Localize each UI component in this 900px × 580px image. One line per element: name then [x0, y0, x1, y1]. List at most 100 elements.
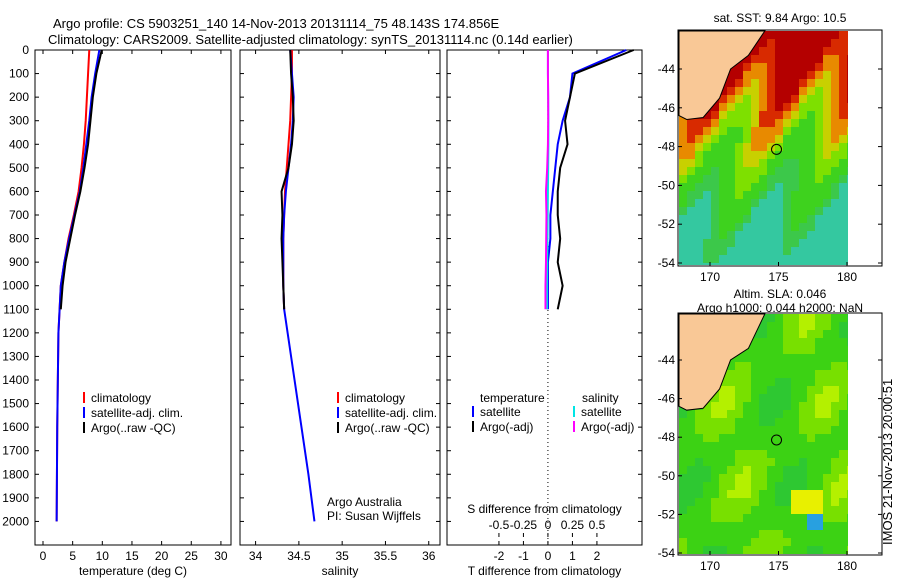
- map-pixel: [687, 263, 695, 265]
- map-pixel: [743, 346, 751, 354]
- map-pixel: [719, 167, 727, 175]
- map-pixel: [799, 522, 807, 530]
- map-pixel: [687, 239, 695, 247]
- map-pixel: [767, 55, 775, 63]
- map-pixel: [783, 47, 791, 55]
- map-pixel: [679, 498, 687, 506]
- map-pixel: [767, 127, 775, 135]
- map-pixel: [719, 103, 727, 111]
- map-pixel: [791, 207, 799, 215]
- map-pixel: [727, 95, 735, 103]
- map-pixel: [719, 482, 727, 490]
- map-pixel: [759, 111, 767, 119]
- map-pixel: [751, 119, 759, 127]
- map-pixel: [727, 498, 735, 506]
- map-pixel: [679, 199, 687, 207]
- map-pixel: [831, 207, 839, 215]
- map-pixel: [807, 418, 815, 426]
- map-pixel: [791, 135, 799, 143]
- map-pixel: [759, 31, 767, 39]
- map-pixel: [799, 474, 807, 482]
- map-pixel: [759, 239, 767, 247]
- map-pixel: [719, 191, 727, 199]
- map-pixel: [743, 546, 751, 554]
- map-pixel: [775, 183, 783, 191]
- map-pixel: [695, 498, 703, 506]
- map-pixel: [727, 418, 735, 426]
- map-pixel: [831, 322, 839, 330]
- map-pixel: [847, 474, 848, 482]
- map-pixel: [695, 215, 703, 223]
- map-pixel: [807, 127, 815, 135]
- map-pixel: [839, 175, 847, 183]
- map-pixel: [847, 87, 848, 95]
- map-pixel: [799, 346, 807, 354]
- map-pixel: [719, 530, 727, 538]
- map-pixel: [831, 330, 839, 338]
- map-pixel: [783, 450, 791, 458]
- map-pixel: [727, 151, 735, 159]
- map-pixel: [703, 215, 711, 223]
- map-pixel: [775, 474, 783, 482]
- map-pixel: [743, 135, 751, 143]
- map-pixel: [775, 314, 783, 322]
- map-pixel: [783, 247, 791, 255]
- map-pixel: [823, 135, 831, 143]
- x-tick-label: 1: [569, 549, 576, 563]
- map-pixel: [807, 434, 815, 442]
- map-pixel: [679, 442, 687, 450]
- map-pixel: [759, 378, 767, 386]
- map-pixel: [775, 71, 783, 79]
- map-pixel: [679, 450, 687, 458]
- map-pixel: [759, 426, 767, 434]
- map-pixel: [823, 314, 831, 322]
- map-pixel: [679, 434, 687, 442]
- map-pixel: [751, 215, 759, 223]
- map-pixel: [751, 63, 759, 71]
- map-pixel: [783, 426, 791, 434]
- map-pixel: [783, 39, 791, 47]
- map-pixel: [839, 39, 847, 47]
- map-pixel: [775, 466, 783, 474]
- map-pixel: [839, 450, 847, 458]
- map-pixel: [775, 39, 783, 47]
- map-pixel: [711, 207, 719, 215]
- map-pixel: [775, 111, 783, 119]
- map-pixel: [807, 247, 815, 255]
- map-pixel: [815, 426, 823, 434]
- map-pixel: [823, 263, 831, 265]
- map-pixel: [711, 239, 719, 247]
- map-pixel: [799, 143, 807, 151]
- map-pixel: [719, 111, 727, 119]
- map-pixel: [815, 362, 823, 370]
- map-pixel: [815, 434, 823, 442]
- legend-swatch: [573, 406, 575, 417]
- map-pixel: [695, 207, 703, 215]
- map-pixel: [847, 490, 848, 498]
- map-pixel: [815, 183, 823, 191]
- map-pixel: [767, 79, 775, 87]
- map-pixel: [711, 490, 719, 498]
- map-pixel: [815, 338, 823, 346]
- map-pixel: [695, 223, 703, 231]
- map-pixel: [791, 199, 799, 207]
- map-pixel: [831, 514, 839, 522]
- map-pixel: [815, 498, 823, 506]
- map-pixel: [743, 263, 751, 265]
- map-pixel: [743, 103, 751, 111]
- map-pixel: [807, 490, 815, 498]
- map-pixel: [735, 418, 743, 426]
- map-pixel: [815, 263, 823, 265]
- map-pixel: [687, 135, 695, 143]
- map-pixel: [807, 183, 815, 191]
- map-pixel: [743, 442, 751, 450]
- map-pixel: [775, 418, 783, 426]
- map-pixel: [799, 530, 807, 538]
- map-pixel: [751, 338, 759, 346]
- map-pixel: [775, 490, 783, 498]
- map-pixel: [831, 239, 839, 247]
- y-tick-label: 1200: [2, 326, 29, 340]
- map-pixel: [847, 119, 848, 127]
- map-pixel: [807, 538, 815, 546]
